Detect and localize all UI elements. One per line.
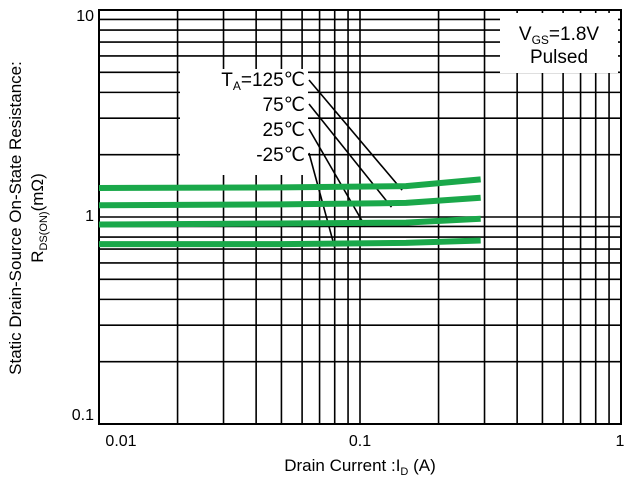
leader-line-3 [308, 152, 336, 248]
series-line-2 [98, 215, 481, 228]
y-tick-10: 10 [76, 8, 94, 25]
x-axis-label: Drain Current :ID (A) [284, 456, 436, 478]
series-label-minus25: -25℃ [256, 145, 305, 166]
plot-frame [98, 9, 622, 425]
condition-vgs: VGS=1.8V [519, 24, 600, 47]
x-tick-0.1: 0.1 [349, 433, 371, 450]
series-line-1 [98, 194, 481, 209]
series-lines [98, 176, 481, 248]
series-line-0 [98, 176, 481, 191]
leader-line-1 [308, 103, 393, 208]
x-tick-1: 1 [616, 433, 625, 450]
series-label-75: 75℃ [263, 95, 305, 116]
leader-line-0 [308, 79, 403, 191]
condition-box [500, 13, 618, 73]
series-line-3 [99, 237, 481, 248]
y-tick-0.1: 0.1 [72, 407, 94, 424]
label-leaders [308, 79, 403, 248]
condition-pulsed: Pulsed [530, 47, 588, 68]
y-axis-label-line2: RDS(ON)(mΩ) [28, 173, 50, 263]
series-label-25: 25℃ [263, 120, 305, 141]
leader-line-2 [308, 128, 367, 228]
series-label-125: TA=125℃ [221, 70, 305, 93]
y-axis-label-line1: Static Drain-Source On-State Resistance: [6, 61, 25, 375]
grid [99, 10, 621, 424]
temperature-label-box [180, 69, 308, 175]
y-tick-1: 1 [85, 208, 94, 225]
x-tick-0.01: 0.01 [105, 433, 136, 450]
